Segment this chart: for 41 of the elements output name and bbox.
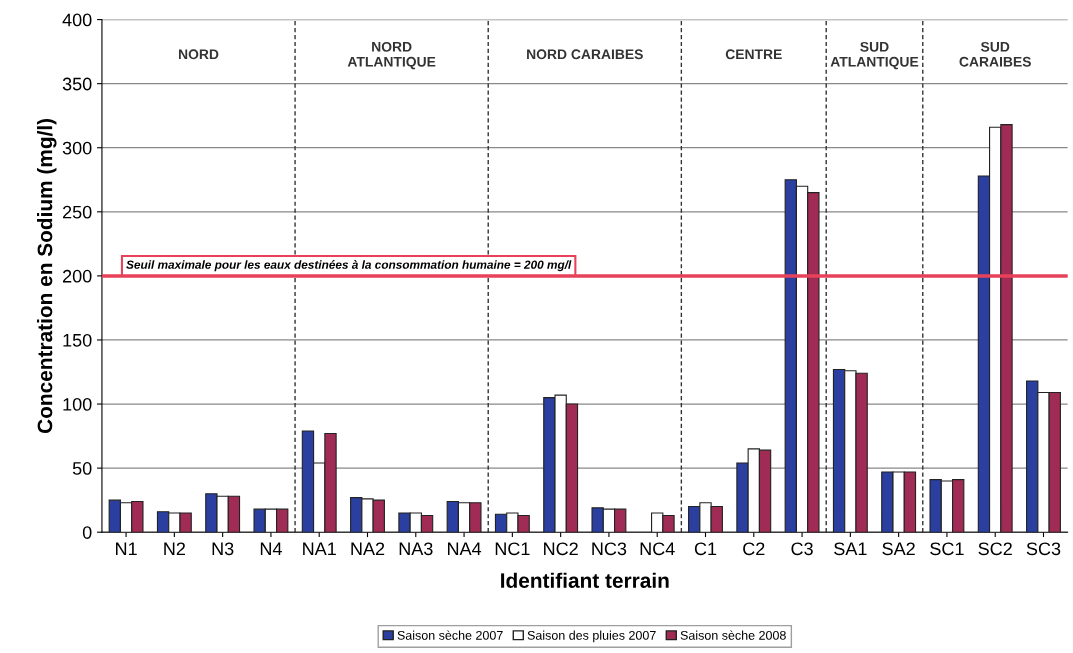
- y-axis-title: Concentration en Sodium (mg/l): [37, 118, 57, 434]
- y-tick-label: 150: [63, 333, 92, 347]
- legend-label: Saison des pluies 2007: [527, 630, 656, 643]
- x-tick-label: NA4: [447, 542, 482, 555]
- y-tick-label: 0: [82, 526, 92, 539]
- annotation: SUD ATLANTIQUE: [830, 41, 919, 70]
- y-tick-label: 350: [62, 77, 92, 91]
- legend-label: Saison sèche 2007: [397, 630, 503, 640]
- x-tick-label: SC1: [930, 542, 964, 556]
- ref-line-label: Seuil maximale pour les eaux destinées à la consommation humaine = 200 mg/l: [126, 260, 572, 272]
- x-tick-label: NA2: [351, 542, 385, 555]
- x-tick-label: NC1: [495, 542, 530, 556]
- x-tick-label: N2: [164, 542, 185, 555]
- x-tick-label: NC2: [544, 542, 578, 556]
- x-tick-label: SA1: [834, 542, 867, 556]
- x-tick-label: C3: [791, 542, 813, 556]
- x-tick-label: SC3: [1026, 542, 1061, 556]
- annotation: CENTRE: [725, 49, 782, 60]
- x-tick-label: NC3: [592, 542, 627, 556]
- x-tick-label: NC4: [640, 542, 675, 556]
- y-tick-label: 400: [62, 13, 92, 27]
- x-tick-label: NA1: [303, 542, 336, 555]
- x-tick-label: NA3: [399, 542, 433, 556]
- y-tick-label: 50: [72, 462, 92, 475]
- annotation: NORD: [178, 49, 219, 60]
- annotation: NORD CARAIBES: [527, 49, 643, 60]
- x-tick-label: N3: [212, 542, 234, 556]
- annotation: SUD CARAIBES: [959, 41, 1031, 67]
- y-tick-label: 250: [63, 205, 92, 219]
- x-tick-label: N4: [260, 542, 282, 555]
- x-axis-title: Identifiant terrain: [501, 572, 669, 588]
- x-tick-label: SA2: [882, 542, 915, 556]
- y-tick-label: 300: [62, 141, 92, 155]
- x-tick-label: SC2: [978, 542, 1012, 556]
- y-tick-label: 100: [63, 397, 92, 411]
- legend-label: Saison sèche 2008: [680, 630, 786, 640]
- y-tick-label: 200: [63, 269, 92, 283]
- annotation: NORD ATLANTIQUE: [347, 41, 436, 70]
- x-tick-label: C2: [743, 542, 765, 556]
- x-tick-label: C1: [694, 542, 717, 556]
- x-tick-label: N1: [116, 542, 137, 555]
